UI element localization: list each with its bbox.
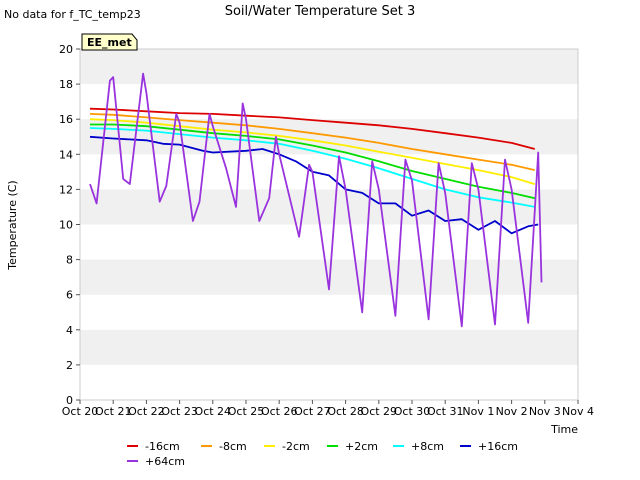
y-tick-label: 0 <box>66 394 73 407</box>
x-tick-label: Oct 27 <box>294 405 331 418</box>
y-tick-label: 8 <box>66 254 73 267</box>
x-tick-label: Nov 4 <box>562 405 594 418</box>
y-axis-ticks: 0 2 4 6 8 10 12 14 16 18 20 <box>59 43 80 407</box>
site-badge-label: EE_met <box>87 36 132 49</box>
legend-label: +8cm <box>411 440 444 453</box>
legend-label: +2cm <box>345 440 378 453</box>
series-line-2cm <box>89 118 536 185</box>
series-line-16cm <box>89 107 536 150</box>
x-tick-label: Nov 3 <box>529 405 561 418</box>
legend-item: +16cm <box>460 440 518 453</box>
legend-label: -8cm <box>219 440 247 453</box>
series-line-64cm <box>89 72 543 328</box>
y-tick-label: 6 <box>66 289 73 302</box>
x-tick-label: Oct 31 <box>427 405 464 418</box>
legend: -16cm -8cm -2cm +2cm +8cm +16cm +64cm <box>127 440 518 468</box>
site-badge: EE_met <box>81 33 138 51</box>
legend-label: -16cm <box>145 440 180 453</box>
y-tick-label: 4 <box>66 324 73 337</box>
background-band <box>80 329 578 365</box>
x-tick-label: Oct 23 <box>161 405 198 418</box>
x-tick-label: Oct 30 <box>394 405 431 418</box>
x-tick-label: Oct 29 <box>361 405 398 418</box>
y-tick-label: 12 <box>59 183 73 196</box>
legend-item: -2cm <box>264 440 310 453</box>
legend-label: +16cm <box>478 440 518 453</box>
series-lines <box>89 72 543 328</box>
x-tick-label: Oct 25 <box>228 405 265 418</box>
x-tick-label: Oct 24 <box>195 405 232 418</box>
legend-item: +2cm <box>327 440 378 453</box>
y-tick-label: 2 <box>66 359 73 372</box>
x-tick-label: Oct 26 <box>261 405 298 418</box>
legend-item: +64cm <box>127 455 185 468</box>
x-tick-label: Oct 28 <box>327 405 364 418</box>
legend-label: +64cm <box>145 455 185 468</box>
x-tick-label: Nov 2 <box>496 405 528 418</box>
background-band <box>80 49 578 85</box>
legend-label: -2cm <box>282 440 310 453</box>
series-line-2cm <box>90 123 536 200</box>
legend-item: +8cm <box>393 440 444 453</box>
chart-title: Soil/Water Temperature Set 3 <box>225 4 416 19</box>
y-tick-label: 20 <box>59 43 73 56</box>
legend-item: -8cm <box>201 440 247 453</box>
no-data-note: No data for f_TC_temp23 <box>4 8 141 21</box>
legend-item: -16cm <box>127 440 180 453</box>
plot-background-bands <box>80 49 578 365</box>
y-axis-label: Temperature (C) <box>6 180 19 270</box>
y-tick-label: 14 <box>59 148 73 161</box>
x-tick-label: Oct 20 <box>62 405 99 418</box>
series-line-8cm <box>89 113 536 171</box>
y-tick-label: 10 <box>59 219 73 232</box>
x-axis-label: Time <box>550 423 578 436</box>
series-line-8cm <box>89 127 535 208</box>
x-tick-label: Nov 1 <box>462 405 494 418</box>
site-badge-box <box>81 33 138 51</box>
y-tick-label: 16 <box>59 113 73 126</box>
y-tick-label: 18 <box>59 78 73 91</box>
x-tick-label: Oct 22 <box>128 405 165 418</box>
x-tick-label: Oct 21 <box>95 405 132 418</box>
